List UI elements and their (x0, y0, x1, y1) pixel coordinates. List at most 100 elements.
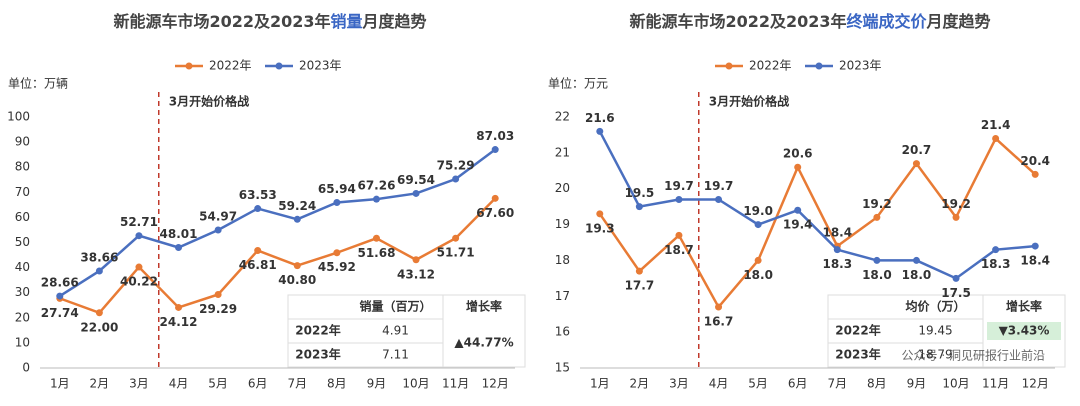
value-label: 18.4 (1020, 254, 1050, 268)
point (293, 215, 301, 223)
value-label: 59.24 (278, 199, 316, 213)
point (596, 127, 604, 135)
x-tick-label: 5月 (748, 377, 768, 391)
y-tick-label: 10 (15, 335, 30, 349)
y-tick-label: 30 (15, 285, 30, 299)
value-label: 20.6 (783, 147, 813, 161)
value-label: 19.2 (941, 197, 971, 211)
value-label: 19.2 (862, 197, 892, 211)
point (412, 189, 420, 197)
table-row-label: 2023年 (295, 347, 340, 362)
point (675, 231, 683, 239)
value-label: 17.7 (625, 279, 655, 293)
point (794, 206, 802, 214)
value-label: 40.22 (120, 275, 158, 289)
x-tick-label: 1月 (590, 377, 610, 391)
point (715, 195, 723, 203)
point (912, 256, 920, 264)
value-label: 65.94 (318, 182, 356, 196)
x-tick-label: 10月 (942, 377, 969, 391)
point (254, 205, 262, 213)
value-label: 18.4 (822, 226, 852, 240)
value-label: 51.68 (357, 246, 395, 260)
legend-marker (275, 62, 283, 70)
legend-marker (725, 62, 733, 70)
x-tick-label: 8月 (867, 377, 887, 391)
growth-bg (987, 322, 1061, 340)
point (596, 210, 604, 218)
point (56, 292, 64, 300)
y-tick-label: 20 (15, 310, 30, 324)
x-tick-label: 3月 (129, 377, 149, 391)
point (754, 221, 762, 229)
x-tick-label: 9月 (907, 377, 927, 391)
point (675, 195, 683, 203)
point (1031, 170, 1039, 178)
unit-label: 单位：万辆 (8, 76, 68, 91)
y-tick-label: 70 (15, 185, 30, 199)
value-label: 38.66 (80, 250, 118, 264)
value-label: 20.7 (902, 143, 932, 157)
value-label: 21.4 (981, 118, 1011, 132)
value-label: 87.03 (476, 129, 514, 143)
value-label: 67.26 (357, 179, 395, 193)
y-tick-label: 16 (555, 325, 570, 339)
value-label: 45.92 (318, 260, 356, 274)
table-row-label: 2022年 (835, 323, 880, 338)
value-label: 27.74 (41, 306, 79, 320)
x-tick-label: 2月 (630, 377, 650, 391)
x-tick-label: 6月 (788, 377, 808, 391)
y-tick-label: 17 (555, 289, 570, 303)
value-label: 43.12 (397, 267, 435, 281)
table-cell: 19.45 (918, 324, 952, 338)
table-header: 增长率 (466, 299, 502, 314)
point (1031, 242, 1039, 250)
value-label: 19.3 (585, 221, 615, 235)
y-tick-label: 100 (7, 110, 30, 124)
value-label: 18.0 (743, 268, 773, 282)
point (412, 256, 420, 264)
point (635, 267, 643, 275)
x-tick-label: 4月 (709, 377, 729, 391)
value-label: 51.71 (437, 246, 475, 260)
point (491, 194, 499, 202)
point (333, 249, 341, 257)
value-label: 19.7 (664, 179, 694, 193)
y-tick-label: 40 (15, 260, 30, 274)
x-tick-label: 6月 (248, 377, 268, 391)
value-label: 18.0 (862, 268, 892, 282)
x-tick-label: 7月 (287, 377, 307, 391)
value-label: 24.12 (160, 315, 198, 329)
point (135, 232, 143, 240)
value-label: 22.00 (80, 320, 118, 334)
point (214, 226, 222, 234)
table-row-label: 2022年 (295, 323, 340, 338)
annotation: 3月开始价格战 (709, 94, 789, 109)
table-cell: 4.91 (382, 324, 409, 338)
x-tick-label: 11月 (442, 377, 469, 391)
title-highlight: 终端成交价 (847, 12, 928, 31)
y-tick-label: 60 (15, 210, 30, 224)
legend-label: 2023年 (299, 59, 342, 73)
point (95, 267, 103, 275)
point (952, 274, 960, 282)
x-tick-label: 8月 (327, 377, 347, 391)
value-label: 17.5 (941, 286, 971, 300)
point (491, 146, 499, 154)
point (372, 195, 380, 203)
point (254, 247, 262, 255)
value-label: 40.80 (278, 273, 316, 287)
x-tick-label: 12月 (482, 377, 509, 391)
x-tick-label: 12月 (1022, 377, 1049, 391)
value-label: 18.3 (981, 257, 1011, 271)
series-line (59, 197, 497, 315)
x-tick-label: 4月 (169, 377, 189, 391)
y-tick-label: 22 (555, 110, 570, 124)
y-tick-label: 20 (555, 181, 570, 195)
growth: ▲44.77% (454, 336, 513, 350)
legend-marker (815, 62, 823, 70)
point (135, 263, 143, 271)
point (95, 309, 103, 317)
title-part: 月度趋势 (926, 12, 991, 31)
y-tick-label: 90 (15, 135, 30, 149)
